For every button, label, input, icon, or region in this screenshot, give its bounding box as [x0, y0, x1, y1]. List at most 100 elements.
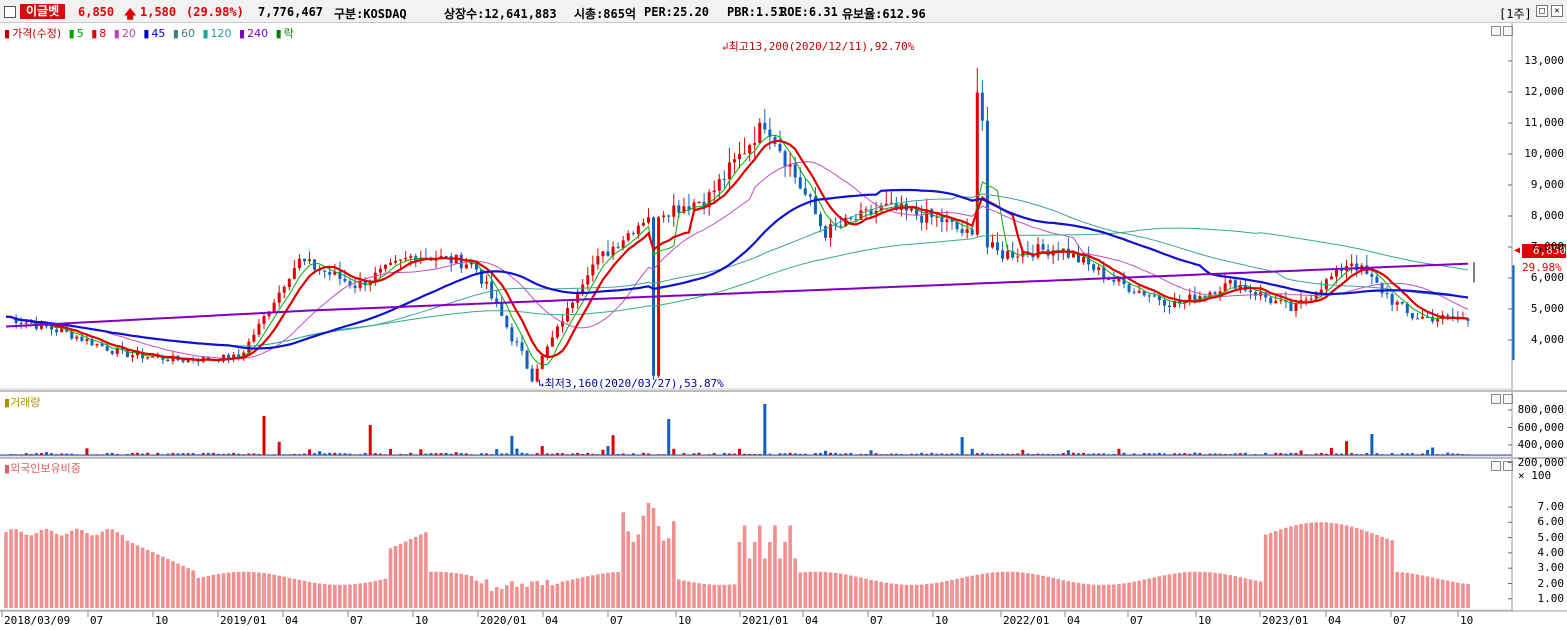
foreign-legend[interactable]: ▮외국인보유비중 [4, 462, 81, 475]
volume-bar [348, 453, 352, 455]
volume-bar [1066, 450, 1070, 455]
volume-bar [130, 453, 134, 455]
foreign-ratio-bar [388, 548, 393, 608]
foreign-ratio-bar [161, 556, 165, 608]
candle-body [237, 354, 241, 358]
candle-body [869, 209, 873, 215]
volume-bar [824, 450, 828, 455]
volume-bar [70, 453, 74, 455]
volume-bar [419, 449, 423, 455]
foreign-ratio-bar [565, 580, 570, 608]
volume-bar [1198, 453, 1202, 455]
volume-bar [576, 452, 580, 455]
foreign-ratio-bar [641, 515, 646, 608]
foreign-ratio-bar [1172, 573, 1177, 608]
foreign-ratio-bar [1091, 584, 1096, 608]
volume-bar [328, 452, 332, 455]
volume-bar [252, 453, 256, 455]
panel-minimize-button[interactable] [1491, 26, 1501, 36]
volume-bar [368, 425, 372, 455]
candle-body [1188, 294, 1192, 301]
volume-bar [560, 453, 564, 455]
volume-legend[interactable]: ▮거래량 [4, 396, 41, 409]
candle-body [343, 278, 347, 282]
candle-body [793, 164, 797, 178]
foreign-ratio-bar [489, 591, 494, 608]
volume-bar [1157, 452, 1161, 455]
volume-bar [950, 453, 954, 455]
foreign-ratio-bar [317, 583, 322, 608]
foreign-ratio-bar [287, 577, 292, 608]
volume-bar [910, 453, 914, 455]
x-tick-label: 2018/03/09 [4, 614, 71, 627]
candle-body [469, 262, 473, 265]
candle-body [763, 122, 767, 130]
foreign-ratio-bar [884, 582, 889, 608]
foreign-ratio-bar [1147, 578, 1152, 608]
legend-item[interactable]: ▮ 8 [91, 27, 107, 40]
legend-item[interactable]: ▮ 락 [275, 27, 294, 40]
current-price-tag: 6,850 [1522, 244, 1566, 258]
candle-body [965, 229, 969, 233]
close-button[interactable]: ✕ [1551, 5, 1563, 17]
panel-divider[interactable] [0, 457, 1567, 459]
foreign-ratio-bar [833, 572, 838, 608]
volume-bar [277, 441, 281, 455]
period-selector[interactable]: [1주] [1499, 7, 1532, 21]
foreign-ratio-bar [226, 572, 231, 608]
candle-body [1223, 283, 1227, 292]
candle-body [75, 336, 79, 339]
legend-item[interactable]: ▮ 45 [143, 27, 166, 40]
volume-bar [34, 453, 38, 455]
panel-divider[interactable] [0, 390, 1567, 392]
legend-item[interactable]: ▮ 60 [172, 27, 195, 40]
legend-item[interactable]: ▮ 가격(수정) [4, 27, 62, 40]
x-tick-label: 04 [1328, 614, 1342, 627]
legend-item[interactable]: ▮ 20 [113, 27, 136, 40]
volume-bar [1324, 453, 1328, 455]
candle-body [1375, 276, 1379, 283]
panel-minimize-button[interactable] [1491, 461, 1501, 471]
candle-body [277, 292, 281, 303]
legend-item[interactable]: ▮ 5 [68, 27, 84, 40]
foreign-ratio-bar [231, 572, 236, 608]
candle-body [373, 272, 377, 282]
candle-body [1001, 250, 1005, 259]
candle-body [636, 225, 640, 234]
foreign-ratio-bar [712, 584, 717, 608]
candle-body [748, 145, 752, 154]
foreign-ratio-bar [505, 585, 509, 608]
chart-select-checkbox[interactable] [4, 6, 16, 18]
foreign-ratio-bar [1319, 522, 1324, 608]
candle-body [996, 242, 1000, 251]
foreign-ratio-bar [1395, 571, 1399, 608]
foreign-ratio-bar [1117, 583, 1121, 608]
foreign-ratio-bar [540, 585, 545, 608]
x-tick-label: 2023/01 [1262, 614, 1309, 627]
volume-bar [1031, 453, 1035, 455]
y-tick-label: 400,000 [1517, 438, 1564, 451]
candle-body [798, 177, 802, 189]
candle-body [348, 281, 352, 286]
candle-body [1309, 298, 1313, 300]
candle-body [313, 259, 317, 270]
legend-item[interactable]: ▮ 120 [202, 27, 232, 40]
candle-body [247, 341, 251, 353]
candle-body [1264, 292, 1268, 298]
panel-minimize-button[interactable] [1491, 394, 1501, 404]
legend-item[interactable]: ▮ 240 [239, 27, 269, 40]
candle-body [1168, 305, 1172, 308]
candle-body [399, 259, 403, 261]
candle-body [302, 258, 306, 262]
x-tick-label: 10 [1198, 614, 1212, 627]
volume-bar [930, 452, 934, 455]
volume-bar [323, 453, 327, 455]
candle-body [232, 354, 236, 360]
stock-name-badge[interactable]: 이글벳 [20, 4, 66, 19]
volume-bar [1238, 453, 1242, 455]
candle-body [1289, 301, 1293, 311]
candle-body [328, 271, 332, 275]
maximize-button[interactable]: □ [1536, 5, 1548, 17]
foreign-ratio-bar [1248, 579, 1253, 608]
